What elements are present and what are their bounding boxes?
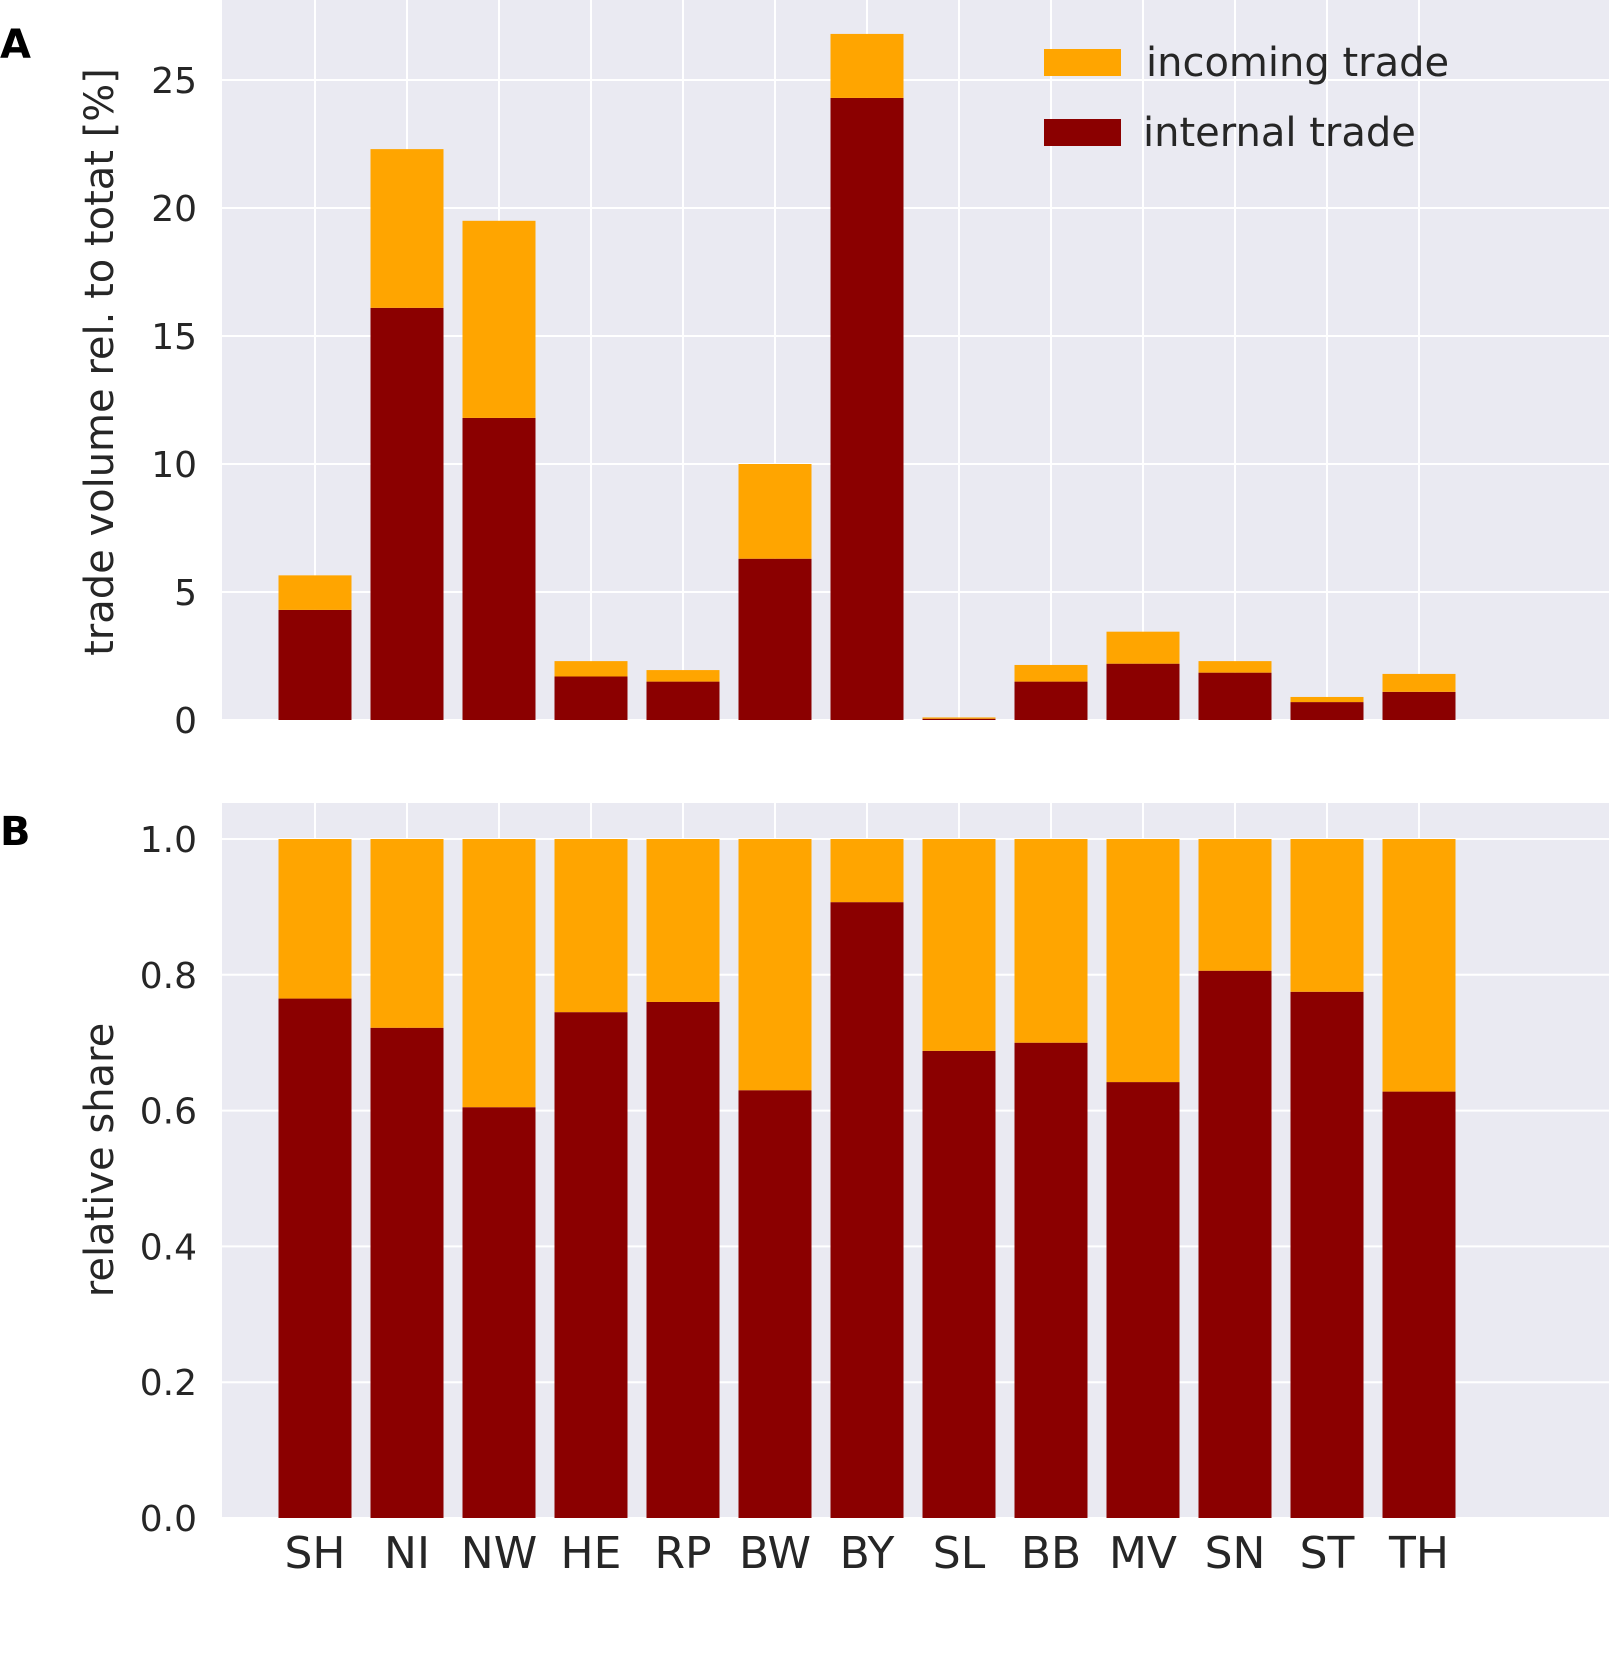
x-tick-label-bw: BW (739, 1528, 811, 1579)
legend-label-internal-trade: internal trade (1143, 110, 1416, 156)
y-tick-label: 10 (151, 445, 197, 486)
bar-internal-th (1382, 691, 1456, 720)
legend-swatch-internal-trade (1044, 119, 1121, 146)
bar-incoming-bb (1014, 664, 1088, 682)
y-tick-label: 20 (151, 189, 197, 230)
bar-internal-st (1290, 702, 1364, 720)
panel-a-bars (278, 33, 1456, 721)
bar-incoming-sn (1198, 661, 1272, 673)
panel-b-label: B (0, 809, 31, 855)
bar-incoming-nw (462, 839, 536, 1108)
y-tick-label: 15 (151, 317, 197, 358)
bar-internal-sn (1198, 672, 1272, 720)
x-tick-label-by: BY (840, 1528, 895, 1579)
bar-incoming-st (1290, 696, 1364, 703)
legend-swatch-incoming-trade (1044, 49, 1121, 76)
y-tick-label: 25 (151, 61, 197, 102)
bar-incoming-th (1382, 839, 1456, 1092)
panel-b-bars (278, 839, 1456, 1518)
bar-internal-ni (370, 307, 444, 720)
bar-incoming-th (1382, 673, 1456, 692)
bar-incoming-by (830, 839, 904, 903)
bar-incoming-bw (738, 839, 812, 1091)
bar-internal-ni (370, 1027, 444, 1518)
bar-internal-sl (922, 718, 996, 720)
x-tick-label-sn: SN (1205, 1528, 1266, 1579)
panel-a-chart: 0 5 10 15 20 25 trade volume rel. to totat [%… (0, 0, 1609, 742)
panel-a-label: A (0, 22, 31, 68)
bar-incoming-sh (278, 575, 352, 610)
y-tick-label: 0.2 (140, 1363, 197, 1404)
bar-incoming-by (830, 33, 904, 98)
bar-internal-sn (1198, 970, 1272, 1518)
x-tick-label-bb: BB (1021, 1528, 1081, 1579)
bar-incoming-mv (1106, 631, 1180, 664)
bar-incoming-he (554, 661, 628, 677)
bar-internal-th (1382, 1091, 1456, 1518)
y-tick-label: 0 (174, 701, 197, 742)
x-tick-label-sh: SH (284, 1528, 345, 1579)
bar-internal-nw (462, 417, 536, 720)
x-tick-label-sl: SL (933, 1528, 986, 1579)
bar-internal-bb (1014, 681, 1088, 720)
bar-incoming-ni (370, 149, 444, 308)
bar-incoming-he (554, 839, 628, 1013)
panel-b-y-ticks: 0.0 0.2 0.4 0.6 0.8 1.0 (140, 820, 197, 1540)
bar-incoming-bb (1014, 839, 1088, 1043)
bar-internal-bb (1014, 1042, 1088, 1518)
bar-internal-nw (462, 1107, 536, 1518)
bar-incoming-sh (278, 839, 352, 999)
bar-incoming-rp (646, 670, 720, 682)
bar-incoming-bw (738, 464, 812, 559)
bar-internal-by (830, 902, 904, 1518)
bar-internal-mv (1106, 663, 1180, 720)
bar-internal-sh (278, 609, 352, 720)
panel-b-chart: 0.00.20.40.60.81.0 SH NI NW HE RP BW BY SL BB MV S… (0, 803, 1609, 1579)
x-tick-label-mv: MV (1109, 1528, 1177, 1579)
panel-a-plot-area (222, 0, 1609, 720)
bar-internal-bw (738, 558, 812, 720)
y-tick-label: 0.4 (140, 1227, 197, 1268)
x-tick-label-th: TH (1388, 1528, 1449, 1579)
y-tick-label: 5 (174, 573, 197, 614)
bar-incoming-ni (370, 839, 444, 1028)
x-tick-label-rp: RP (654, 1528, 711, 1579)
bar-internal-rp (646, 681, 720, 720)
bar-incoming-sl (922, 717, 996, 719)
bar-internal-mv (1106, 1082, 1180, 1518)
bar-internal-st (1290, 991, 1364, 1518)
bar-internal-he (554, 1012, 628, 1518)
bar-internal-bw (738, 1090, 812, 1518)
bar-internal-sh (278, 998, 352, 1518)
x-tick-label-he: HE (561, 1528, 622, 1579)
y-tick-label: 1.0 (140, 820, 197, 861)
legend-label-incoming-trade: incoming trade (1146, 40, 1449, 86)
bar-incoming-sl (922, 839, 996, 1051)
x-tick-label-ni: NI (384, 1528, 430, 1579)
x-tick-label-nw: NW (461, 1528, 537, 1579)
y-tick-label: 0.8 (140, 956, 197, 997)
bar-incoming-sn (1198, 839, 1272, 971)
bar-internal-by (830, 97, 904, 721)
panel-a-y-ticks: 0 5 10 15 20 25 (151, 61, 197, 742)
legend: incoming trade internal trade (1044, 40, 1449, 156)
panel-a-y-axis-label: trade volume rel. to totat [%] (77, 68, 123, 656)
y-tick-label: 0.0 (140, 1499, 197, 1540)
bar-internal-rp (646, 1001, 720, 1518)
y-tick-label: 0.6 (140, 1092, 197, 1133)
panel-b-y-axis-label: relative share (77, 1023, 123, 1297)
bar-incoming-st (1290, 839, 1364, 992)
bar-incoming-rp (646, 839, 720, 1002)
panel-b-plot-area (222, 803, 1609, 1518)
bar-incoming-nw (462, 220, 536, 418)
bar-internal-sl (922, 1050, 996, 1518)
x-tick-label-st: ST (1300, 1528, 1355, 1579)
bar-internal-he (554, 676, 628, 720)
panel-b-x-ticks: SH NI NW HE RP BW BY SL BB MV SN ST TH (284, 1528, 1448, 1579)
bar-incoming-mv (1106, 839, 1180, 1083)
